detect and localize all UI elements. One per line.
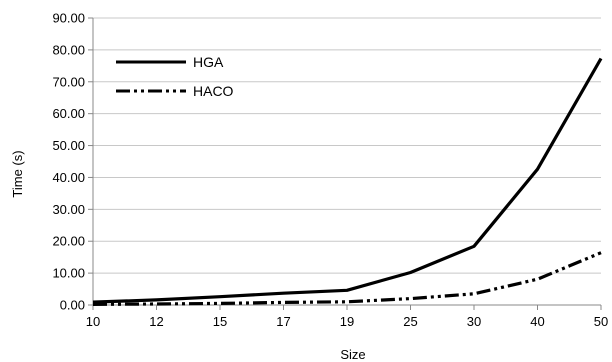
x-tick-label: 15 bbox=[213, 314, 227, 329]
series-line-hga bbox=[92, 57, 603, 304]
y-tick-label: 90.00 bbox=[52, 11, 85, 26]
y-tick-label: 70.00 bbox=[52, 74, 85, 89]
gridlines bbox=[93, 17, 601, 274]
legend: HGA HACO bbox=[116, 54, 234, 99]
y-tick-label: 0.00 bbox=[60, 298, 85, 313]
x-tick-label: 50 bbox=[594, 314, 608, 329]
x-tick-label: 17 bbox=[276, 314, 290, 329]
y-tick-label: 40.00 bbox=[52, 170, 85, 185]
y-tick-label: 50.00 bbox=[52, 138, 85, 153]
y-tick-label: 20.00 bbox=[52, 234, 85, 249]
series-lines bbox=[92, 57, 603, 306]
x-tick-label: 12 bbox=[149, 314, 163, 329]
axes: 0.00 10.00 20.00 30.00 40.00 50.00 60.00 70.00 8… bbox=[52, 11, 608, 330]
series-line-haco bbox=[92, 251, 602, 306]
legend-label-haco: HACO bbox=[193, 83, 234, 99]
x-axis-title: Size bbox=[340, 347, 365, 362]
y-tick-label: 80.00 bbox=[52, 42, 85, 57]
x-tick-label: 10 bbox=[86, 314, 100, 329]
x-tick-label: 40 bbox=[530, 314, 544, 329]
y-tick-label: 10.00 bbox=[52, 266, 85, 281]
y-tick-label: 60.00 bbox=[52, 106, 85, 121]
x-tick-label: 19 bbox=[340, 314, 354, 329]
y-tick-label: 30.00 bbox=[52, 202, 85, 217]
x-tick-label: 25 bbox=[403, 314, 417, 329]
legend-label-hga: HGA bbox=[193, 54, 224, 70]
y-axis-title: Time (s) bbox=[10, 150, 25, 197]
x-tick-label: 30 bbox=[467, 314, 481, 329]
